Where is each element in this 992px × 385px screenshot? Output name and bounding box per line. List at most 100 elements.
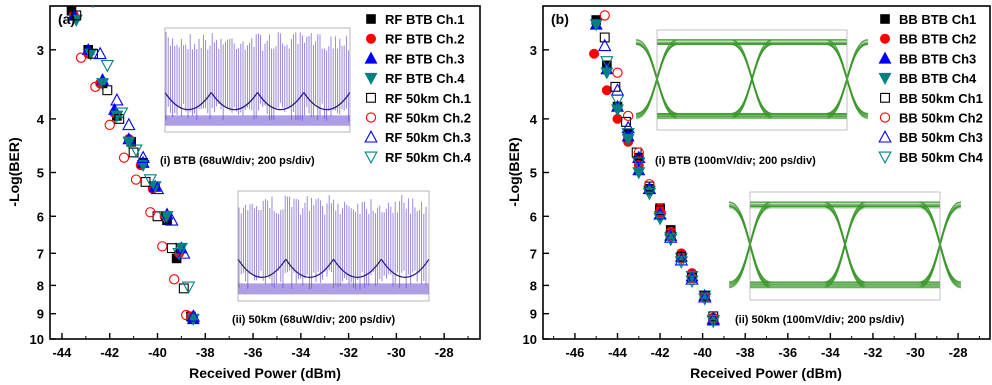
data-point	[632, 157, 646, 170]
eye-baseline	[165, 115, 350, 126]
panel-a: -44 -42 -40 -38 -36 -34 -32 -30 -28 3 4 5 6 7 8 9 10 RF…	[6, 0, 481, 381]
data-point	[130, 174, 142, 185]
data-point	[601, 85, 612, 96]
legend-label: RF 50km Ch.4	[385, 150, 472, 165]
eye-trace	[238, 195, 427, 290]
eye-diagram-inset-2	[729, 191, 961, 301]
legend: RF BTB Ch.1 RF BTB Ch.2 RF BTB Ch.3 RF BTB …	[364, 12, 472, 165]
legend-marker	[879, 112, 891, 123]
legend-marker	[878, 151, 892, 165]
x-tick-label: -28	[435, 345, 454, 360]
x-tick-label: -40	[693, 345, 712, 360]
y-axis-label: -Log(BER)	[6, 137, 22, 206]
data-point	[674, 252, 689, 266]
x-tick-label: -44	[608, 345, 628, 360]
data-point	[633, 147, 644, 158]
data-point	[157, 210, 172, 224]
legend-item: RF 50km Ch.3	[364, 130, 471, 145]
legend-marker	[366, 14, 376, 24]
series-6	[75, 52, 192, 321]
legend-item: BB 50km Ch2	[879, 111, 983, 126]
legend: BB BTB Ch1 BB BTB Ch2 BB BTB Ch3 BB BTB Ch4…	[878, 12, 984, 165]
data-point	[674, 256, 689, 269]
inset-caption-50km: (ii) 50km (68uW/div; 200 ps/div)	[232, 314, 396, 326]
legend-marker	[880, 14, 890, 24]
data-point	[600, 56, 614, 69]
x-tick-label: -28	[949, 345, 968, 360]
panel-b: -46 -44 -42 -40 -38 -36 -34 -32 -30 -28 3 4 5 6 7 8 9 10…	[506, 5, 991, 381]
legend-marker	[878, 72, 892, 85]
series-8	[600, 56, 721, 328]
y-tick-label: 6	[37, 209, 44, 224]
data-point	[122, 136, 136, 149]
data-point	[122, 117, 136, 131]
y-tick-label: 10	[30, 332, 44, 347]
legend-marker	[364, 151, 378, 165]
data-point	[706, 314, 721, 328]
legend-label: BB BTB Ch3	[899, 51, 976, 66]
data-point	[104, 119, 115, 130]
x-tick-label: -30	[387, 345, 406, 360]
legend-item: BB BTB Ch2	[880, 32, 976, 47]
data-point	[610, 94, 625, 108]
x-tick-label: -32	[339, 345, 358, 360]
y-tick-label: 9	[37, 307, 44, 322]
data-point	[118, 152, 130, 163]
legend-label: RF BTB Ch.1	[385, 12, 464, 27]
data-point	[706, 311, 721, 325]
legend-marker	[365, 33, 376, 44]
legend-item: RF BTB Ch.2	[365, 32, 464, 47]
legend-marker	[880, 92, 890, 103]
legend-label: RF BTB Ch.2	[385, 32, 464, 47]
legend-label: BB 50km Ch2	[899, 111, 983, 126]
data-point	[80, 0, 92, 1]
data-point	[611, 104, 624, 117]
x-tick-label: -32	[864, 345, 883, 360]
eye-envelope	[237, 258, 430, 278]
data-point	[598, 38, 612, 52]
data-point	[599, 10, 610, 21]
inset-frame	[237, 190, 430, 302]
y-tick-label: 6	[530, 209, 537, 224]
data-point	[172, 247, 186, 261]
y-tick-label: 8	[37, 278, 44, 293]
data-point	[71, 10, 82, 21]
legend-item: RF 50km Ch.4	[364, 150, 472, 165]
y-tick-label: 9	[530, 307, 537, 322]
legend-marker	[878, 51, 892, 64]
y-axis-label: -Log(BER)	[506, 137, 522, 206]
legend-item: RF 50km Ch.2	[365, 111, 471, 126]
data-point	[69, 14, 83, 27]
data-point	[663, 233, 678, 247]
data-point	[599, 32, 610, 43]
legend-item: BB 50km Ch4	[878, 150, 984, 165]
x-tick-label: -42	[100, 345, 119, 360]
legend-label: BB BTB Ch4	[899, 71, 977, 86]
legend-marker	[365, 112, 377, 123]
inset-eye-diagrams	[164, 27, 430, 302]
legend-label: BB 50km Ch4	[899, 150, 984, 165]
data-point	[589, 48, 600, 59]
legend-item: RF BTB Ch.1	[366, 12, 464, 27]
legend-label: RF BTB Ch.3	[385, 51, 464, 66]
x-ticks: -44 -42 -40 -38 -36 -34 -32 -30 -28	[53, 333, 469, 360]
legend-marker	[878, 130, 892, 143]
data-point	[145, 207, 156, 218]
data-point	[177, 246, 191, 259]
legend-item: RF BTB Ch.3	[364, 51, 464, 66]
y-tick-label: 3	[530, 43, 537, 58]
data-point	[698, 293, 712, 306]
data-point	[622, 110, 634, 122]
data-point	[698, 289, 712, 303]
x-tick-label: -40	[148, 345, 167, 360]
data-point	[186, 309, 201, 322]
data-point	[75, 52, 87, 63]
data-point	[642, 187, 657, 201]
series-8	[91, 6, 196, 295]
x-tick-label: -36	[778, 345, 797, 360]
y-tick-label: 4	[530, 112, 538, 127]
data-point	[178, 283, 189, 294]
legend-marker	[364, 51, 378, 64]
y-ticks: 3 4 5 6 7 8 9 10	[523, 43, 549, 347]
y-tick-label: 7	[530, 246, 537, 261]
